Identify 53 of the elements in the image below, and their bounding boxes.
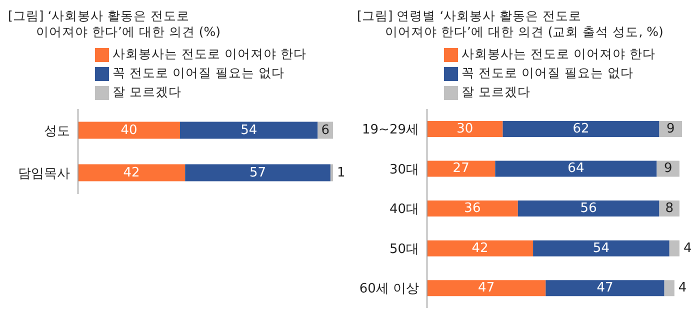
bar — [495, 160, 657, 177]
data-label: 1 — [337, 165, 346, 180]
y-tick-label: 50대 — [389, 242, 419, 257]
data-label: 54 — [592, 240, 610, 256]
data-label: 4 — [678, 280, 687, 296]
bar — [78, 164, 186, 182]
chart-title: [그림] ‘사회봉사 활동은 전도로 이어져야 한다’에 대한 의견 (%) — [8, 8, 222, 40]
bar — [185, 164, 330, 182]
legend-label: 잘 모르겠다 — [112, 84, 182, 99]
data-label: 9 — [664, 161, 672, 176]
legend-label: 사회봉사는 전도로 이어져야 한다 — [462, 46, 656, 61]
legend-label: 잘 모르겠다 — [462, 84, 531, 99]
bar — [664, 280, 674, 296]
chart-title: [그림] 연령별 ‘사회봉사 활동은 전도로 이어져야 한다’에 대한 의견 (교회 출석 성도, %) — [357, 8, 664, 40]
data-label: 47 — [478, 280, 495, 296]
bar — [518, 200, 660, 217]
bar — [427, 200, 518, 217]
legend-label: 꼭 전도로 이어질 필요는 없다 — [112, 65, 284, 80]
y-tick-label: 60세 이상 — [359, 282, 419, 297]
bar — [330, 164, 333, 182]
y-tick-label: 40대 — [389, 202, 419, 218]
bar — [427, 280, 546, 296]
data-label: 8 — [665, 201, 674, 216]
data-label: 56 — [580, 201, 597, 216]
bar — [427, 120, 503, 137]
legend-label: 사회봉사는 전도로 이어져야 한다 — [112, 46, 306, 61]
data-label: 42 — [472, 240, 488, 256]
data-label: 62 — [572, 121, 590, 136]
y-tick-label: 담임목사 — [18, 166, 70, 182]
data-label: 64 — [568, 161, 584, 176]
data-label: 54 — [240, 122, 258, 138]
data-label: 4 — [683, 240, 692, 256]
data-label: 27 — [452, 161, 470, 176]
data-label: 47 — [596, 280, 614, 296]
bar — [669, 240, 680, 256]
data-label: 40 — [120, 122, 138, 138]
bar — [180, 122, 318, 139]
legend-label: 꼭 전도로 이어질 필요는 없다 — [462, 65, 634, 80]
bar — [502, 120, 660, 137]
y-tick-label: 성도 — [44, 124, 70, 139]
data-label: 30 — [456, 121, 474, 136]
bar — [78, 122, 180, 139]
data-label: 6 — [321, 122, 330, 138]
data-label: 57 — [250, 165, 266, 180]
bar — [533, 240, 670, 256]
data-label: 42 — [123, 165, 140, 180]
y-tick-label: 30대 — [389, 162, 419, 178]
bar — [427, 160, 496, 177]
bar — [546, 280, 664, 296]
data-label: 9 — [666, 121, 675, 136]
data-label: 36 — [464, 201, 481, 216]
y-tick-label: 19~29세 — [362, 122, 419, 138]
bar — [427, 240, 534, 256]
